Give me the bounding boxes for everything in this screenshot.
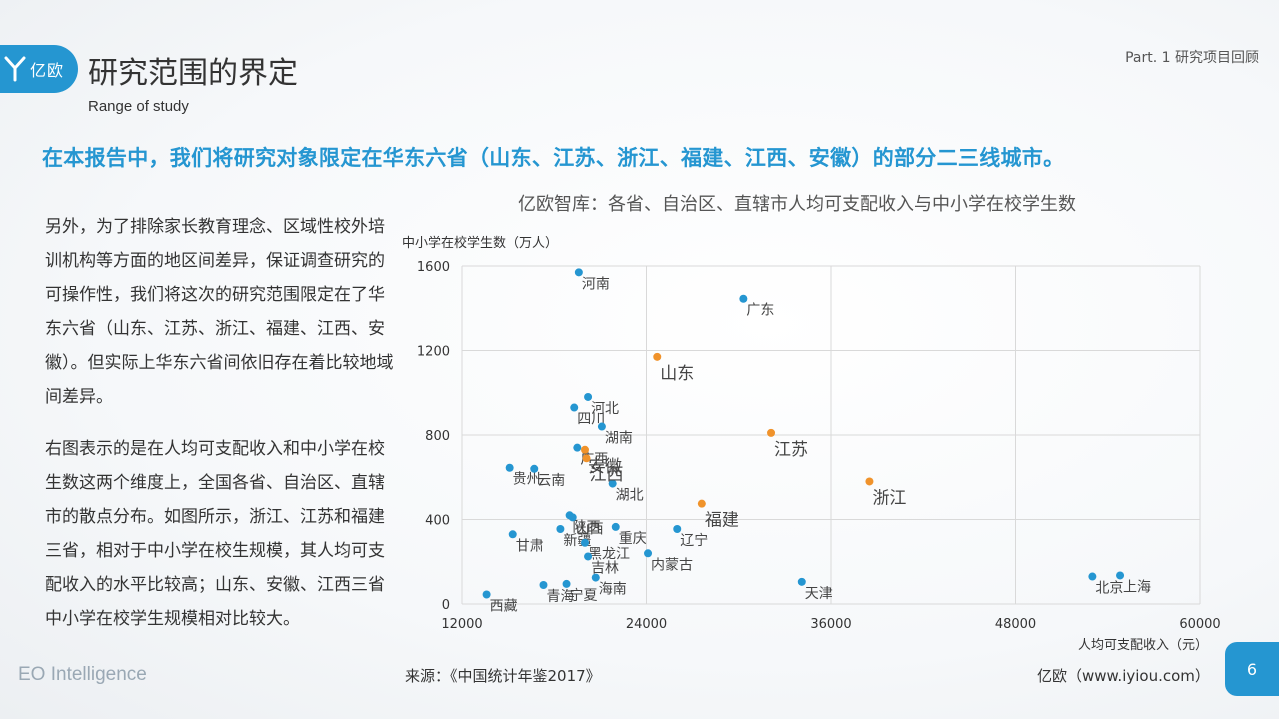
data-point [644,549,653,558]
data-point [482,590,491,599]
data-point [584,552,593,561]
data-point [1088,572,1097,581]
data-point-label: 海南 [599,582,627,598]
data-point [797,577,806,586]
data-point-label: 山东 [660,364,694,384]
footer-brand: EO Intelligence [18,664,147,685]
data-point-label: 青海 [546,589,574,605]
data-point [1116,571,1125,580]
chart-title: 亿欧智库：各省、自治区、直辖市人均可支配收入与中小学在校学生数 [518,194,1076,215]
page-title: 研究范围的界定 [88,56,298,91]
x-tick-label: 12000 [441,617,482,632]
data-point-label: 甘肃 [516,538,544,554]
data-point-label: 江西 [590,465,624,485]
y-tick-label: 0 [442,598,450,613]
data-point-label: 安徽 [588,457,622,477]
data-point [570,403,579,412]
data-point [556,525,565,534]
data-point-label: 天津 [805,586,833,602]
logo: 亿欧 [0,45,78,93]
data-point-label: 西藏 [490,598,518,614]
chart-ticks: 12000 24000 36000 48000 60000 0 400 800 1200 1600 [417,260,1221,632]
x-tick-label: 36000 [810,617,851,632]
data-point [767,428,776,437]
data-point [539,580,548,589]
data-point [562,579,571,588]
data-point [574,268,583,277]
data-point-label: 北京 [1095,581,1123,597]
data-point [608,479,617,488]
data-point [865,477,874,486]
data-point [505,463,514,472]
data-point [611,522,620,531]
data-point [568,513,577,522]
data-point-label: 内蒙古 [651,557,693,573]
data-point [591,573,600,582]
data-point [530,464,539,473]
headline: 在本报告中，我们将研究对象限定在华东六省（山东、江苏、浙江、福建、江西、安徽）的… [42,146,1065,170]
data-point-label: 湖北 [616,488,644,504]
data-point-label: 重庆 [619,531,647,547]
x-tick-label: 60000 [1179,617,1220,632]
data-point [739,294,748,303]
chart-grid [461,265,1201,605]
body-paragraph-2: 右图表示的是在人均可支配收入和中小学在校生数这两个维度上，全国各省、自治区、直辖… [45,439,385,629]
data-point-label: 上海 [1123,579,1151,595]
logo-mark-icon [4,56,26,82]
data-point-label: 山西 [576,521,604,537]
data-point [581,538,589,547]
y-axis-label: 中小学在校学生数（万人） [402,235,558,251]
data-point-label: 浙江 [872,488,906,508]
footer-source: 来源：《中国统计年鉴2017》 [405,667,601,685]
data-point [581,445,589,454]
data-point [584,392,593,401]
data-point-label: 江苏 [774,440,808,460]
data-point-label: 云南 [537,473,565,489]
data-point-label: 黑龙江 [588,547,630,563]
y-tick-label: 1600 [417,260,450,275]
logo-text: 亿欧 [30,61,65,80]
data-point-label: 吉林 [591,560,619,576]
data-point [697,499,706,508]
footer-site: 亿欧（www.iyiou.com） [1037,667,1210,685]
data-point-label: 陕西 [573,519,601,535]
x-tick-label: 48000 [995,617,1036,632]
data-point [582,454,591,463]
y-tick-label: 800 [425,429,450,444]
y-tick-label: 400 [425,514,450,529]
body-text: 另外，为了排除家长教育理念、区域性校外培训机构等方面的地区间差异，保证调查研究的… [45,210,397,654]
part-label: Part. 1 研究项目回顾 [1125,50,1259,66]
data-point-label: 贵州 [513,472,541,488]
data-point-label: 湖南 [605,431,633,447]
data-point [573,443,582,452]
data-point [597,422,606,431]
y-tick-label: 1200 [417,345,450,360]
data-point-label: 广东 [746,303,774,319]
page-number: 6 [1225,642,1279,696]
data-point-label: 辽宁 [680,532,708,549]
data-point [508,530,517,539]
data-point-label: 四川 [577,412,605,428]
data-point [673,525,682,534]
data-point-label: 宁夏 [570,587,598,604]
x-tick-label: 24000 [626,617,667,632]
data-point-label: 河南 [582,276,610,292]
body-paragraph-1: 另外，为了排除家长教育理念、区域性校外培训机构等方面的地区间差异，保证调查研究的… [45,217,394,407]
x-axis-label: 人均可支配收入（元） [1078,638,1208,653]
page-subtitle: Range of study [88,98,189,115]
data-point-label: 河北 [591,401,619,417]
data-point-label: 福建 [705,511,739,531]
data-point [653,352,662,361]
